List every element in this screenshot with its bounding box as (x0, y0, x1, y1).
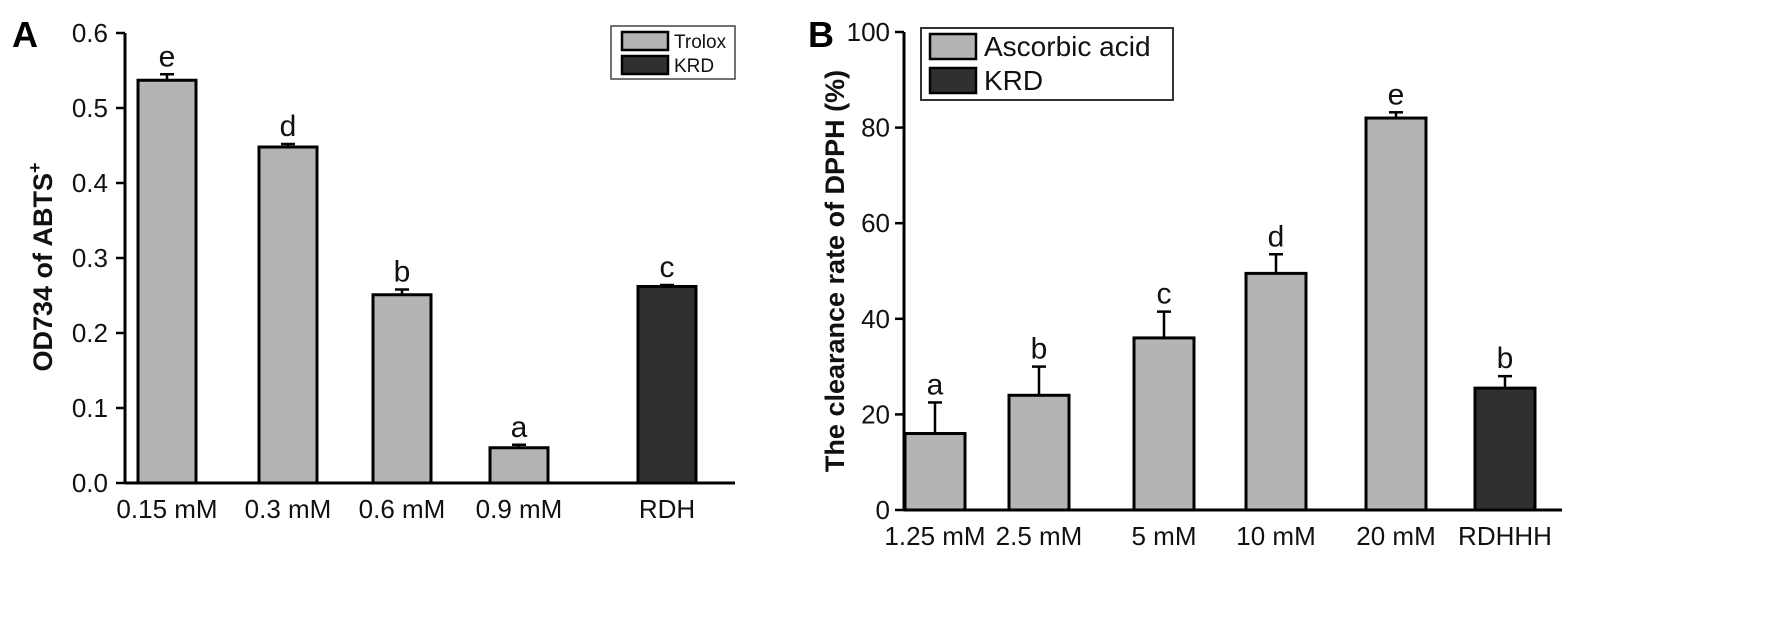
panel-b-significance-label: b (1497, 342, 1514, 375)
panel-a-y-axis-title: OD734 of ABTS+ (25, 162, 58, 371)
panel-b-y-tick-label: 0 (876, 495, 890, 525)
panel-b-legend: Ascorbic acid KRD (920, 27, 1174, 101)
panel-b-bars: a b c d e b (903, 78, 1537, 512)
panel-b-y-axis-title: The clearance rate of DPPH (%) (820, 70, 850, 472)
panel-b-x-tick-label: 10 mM (1236, 521, 1315, 551)
panel-a: A OD734 of ABTS+ 0.0 0.1 0.2 0.3 0.4 0.5 0.6 e… (12, 14, 736, 524)
panel-b-legend-swatch-ascorbic-acid (928, 32, 978, 61)
panel-a-x-tick-label: 0.3 mM (245, 494, 332, 524)
panel-a-legend: Trolox KRD (610, 25, 736, 80)
panel-a-x-tick-label: 0.9 mM (476, 494, 563, 524)
panel-a-significance-label: e (159, 40, 176, 73)
panel-b-x-tick-label: 20 mM (1356, 521, 1435, 551)
panel-a-y-tick-label: 0.3 (72, 243, 108, 273)
panel-b-x-tick-label: 1.25 mM (884, 521, 985, 551)
panel-b-y-tick-label: 100 (847, 17, 890, 47)
panel-a-y-tick-label: 0.2 (72, 318, 108, 348)
panel-a-y-tick-label: 0.6 (72, 18, 108, 48)
panel-a-legend-swatch-krd (620, 54, 670, 76)
panel-b: B The clearance rate of DPPH (%) 0 20 40 60… (808, 14, 1562, 551)
panel-a-significance-label: a (511, 411, 528, 444)
panel-a-legend-label-krd: KRD (674, 56, 714, 77)
panel-b-bar (903, 432, 967, 512)
panel-b-significance-label: e (1388, 78, 1405, 111)
panel-a-y-tick-label: 0.1 (72, 393, 108, 423)
panel-a-label: A (12, 14, 38, 55)
panel-a-x-tick-label: 0.6 mM (359, 494, 446, 524)
panel-b-legend-label-krd: KRD (984, 65, 1043, 96)
panel-a-bar (136, 78, 198, 485)
panel-a-y-axis-title-main: OD734 of ABTS (28, 173, 58, 372)
panel-a-bars: e d b a c (136, 40, 698, 485)
panel-b-x-tick-label: 2.5 mM (996, 521, 1083, 551)
panel-b-significance-label: c (1157, 278, 1172, 311)
panel-a-y-axis-title-sup: + (25, 162, 45, 173)
panel-b-bar (1364, 116, 1428, 512)
panel-a-bar (257, 145, 319, 485)
panel-b-x-tick-label: 5 mM (1132, 521, 1197, 551)
panel-a-y-tick-label: 0.4 (72, 168, 108, 198)
panel-a-legend-label-trolox: Trolox (674, 32, 727, 53)
panel-a-significance-label: b (394, 256, 411, 289)
panel-b-y-ticks: 0 20 40 60 80 100 (847, 17, 904, 525)
panel-b-label: B (808, 14, 834, 55)
panel-a-x-tick-label: RDH (639, 494, 695, 524)
panel-a-legend-swatch-trolox (620, 30, 670, 52)
panel-a-y-tick-label: 0.5 (72, 93, 108, 123)
panel-a-y-ticks: 0.0 0.1 0.2 0.3 0.4 0.5 0.6 (72, 18, 125, 498)
panel-b-y-tick-label: 80 (861, 113, 890, 143)
panel-a-significance-label: d (280, 110, 297, 143)
panel-b-significance-label: d (1268, 220, 1285, 253)
panel-a-x-tick-labels: 0.15 mM 0.3 mM 0.6 mM 0.9 mM RDH (116, 494, 695, 524)
panel-a-bar (488, 446, 550, 485)
panel-a-y-tick-label: 0.0 (72, 468, 108, 498)
panel-b-bar (1007, 393, 1071, 512)
panel-b-y-tick-label: 60 (861, 208, 890, 238)
panel-b-bar (1132, 336, 1196, 512)
panel-a-x-tick-label: 0.15 mM (116, 494, 217, 524)
panel-b-bar (1244, 271, 1308, 512)
panel-b-significance-label: b (1031, 333, 1048, 366)
panel-b-legend-label-ascorbic-acid: Ascorbic acid (984, 31, 1151, 62)
panel-b-x-tick-labels: 1.25 mM 2.5 mM 5 mM 10 mM 20 mM RDHHH (884, 521, 1552, 551)
panel-b-y-tick-label: 20 (861, 399, 890, 429)
panel-a-bar (371, 293, 433, 485)
panel-a-bar (636, 285, 698, 485)
panel-a-significance-label: c (660, 251, 675, 284)
panel-b-legend-swatch-krd (928, 66, 978, 95)
panel-b-y-tick-label: 40 (861, 304, 890, 334)
panel-b-x-tick-label: RDHHH (1458, 521, 1552, 551)
panel-b-significance-label: a (927, 368, 944, 401)
panel-b-bar (1473, 386, 1537, 512)
